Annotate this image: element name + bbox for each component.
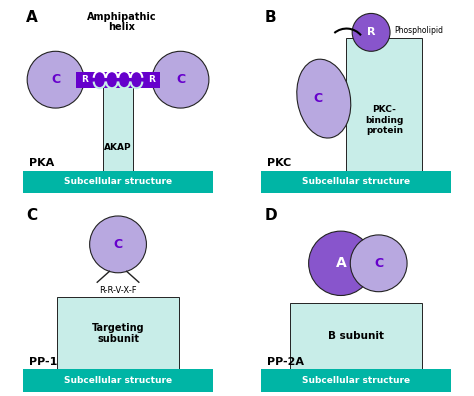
Circle shape xyxy=(309,231,373,295)
Text: Phospholipid: Phospholipid xyxy=(394,26,443,35)
Bar xyxy=(290,303,422,369)
Circle shape xyxy=(152,51,209,108)
Bar xyxy=(23,369,213,392)
Text: C: C xyxy=(313,92,323,105)
Ellipse shape xyxy=(297,59,351,138)
Text: Subcellular structure: Subcellular structure xyxy=(64,376,172,385)
Text: A: A xyxy=(26,10,38,25)
Text: D: D xyxy=(264,208,277,223)
Bar xyxy=(143,72,160,88)
Text: PKC-
binding
protein: PKC- binding protein xyxy=(365,105,403,135)
Text: C: C xyxy=(51,73,60,86)
Bar xyxy=(57,297,179,369)
Circle shape xyxy=(350,235,407,292)
Bar xyxy=(346,38,422,171)
Text: PKC: PKC xyxy=(267,158,291,168)
Text: A: A xyxy=(336,256,346,270)
Circle shape xyxy=(352,13,390,51)
Text: Amphipathic
helix: Amphipathic helix xyxy=(87,11,156,32)
Text: R-R-V-X-F: R-R-V-X-F xyxy=(99,286,137,295)
Text: B: B xyxy=(264,10,276,25)
Bar xyxy=(261,171,451,193)
Bar xyxy=(103,76,133,171)
Text: B subunit: B subunit xyxy=(328,331,384,341)
Text: Subcellular structure: Subcellular structure xyxy=(302,177,410,187)
Text: Subcellular structure: Subcellular structure xyxy=(64,177,172,187)
Text: Targeting
subunit: Targeting subunit xyxy=(92,323,145,344)
Text: C: C xyxy=(113,238,123,251)
Text: R: R xyxy=(148,75,155,84)
Text: C: C xyxy=(176,73,185,86)
Text: C: C xyxy=(374,257,383,270)
Circle shape xyxy=(90,216,146,273)
Bar xyxy=(76,72,160,88)
Text: PP-1: PP-1 xyxy=(29,357,57,367)
Bar xyxy=(76,72,93,88)
Text: AKAP: AKAP xyxy=(104,143,132,152)
Text: Subcellular structure: Subcellular structure xyxy=(302,376,410,385)
Bar xyxy=(23,171,213,193)
Text: PP-2A: PP-2A xyxy=(267,357,304,367)
Text: R: R xyxy=(367,27,375,37)
Text: R: R xyxy=(82,75,88,84)
Circle shape xyxy=(27,51,84,108)
Text: C: C xyxy=(26,208,37,223)
Bar xyxy=(261,369,451,392)
Text: PKA: PKA xyxy=(29,158,55,168)
